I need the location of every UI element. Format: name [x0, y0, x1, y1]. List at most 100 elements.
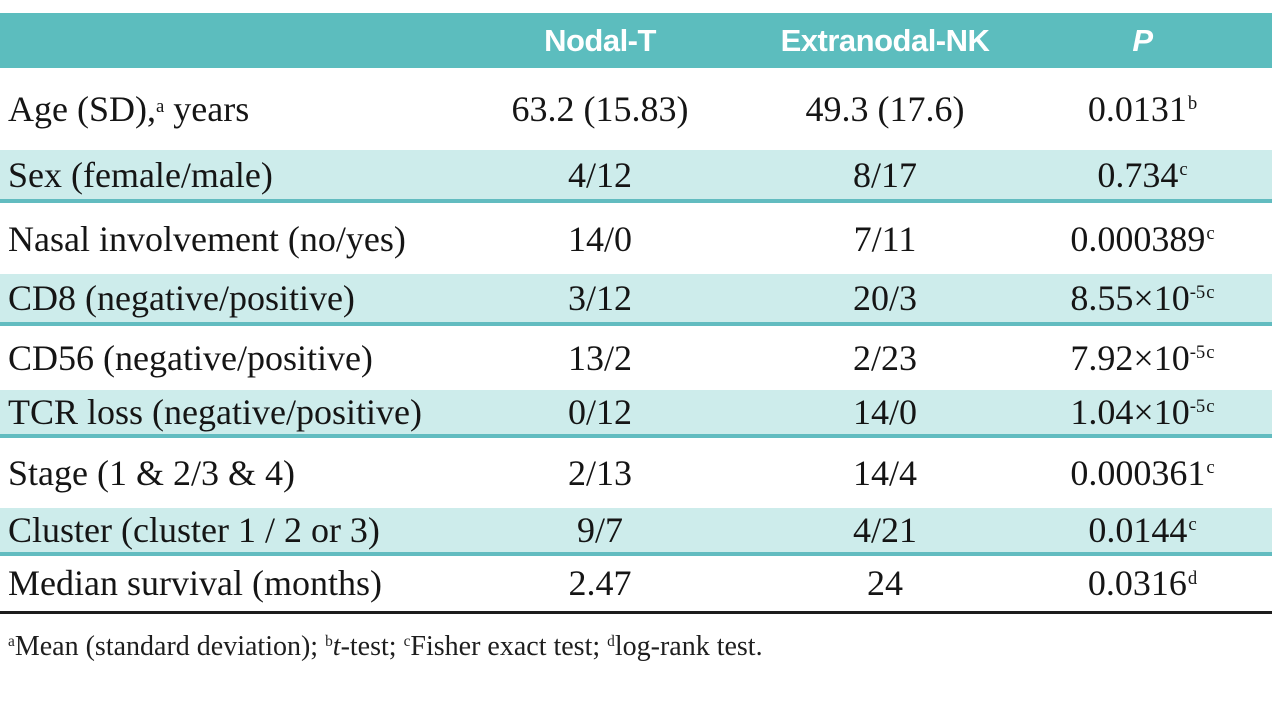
- row-label-pre: Stage (1 & 2/3 & 4): [8, 453, 295, 493]
- cell-extranodal: 7/11: [853, 218, 917, 259]
- cell-extranodal: 14/4: [852, 453, 917, 493]
- row-label: Age (SD),a years: [0, 68, 480, 150]
- cell-nodal: 9/7: [576, 510, 623, 550]
- table-body: Age (SD),a years 63.2 (15.83) 49.3 (17.6…: [0, 68, 1272, 612]
- header-empty-cell: [0, 13, 480, 68]
- row-filler-cell: [1235, 150, 1272, 201]
- header-p: P: [1050, 13, 1235, 68]
- footnote-marker: c: [403, 633, 411, 651]
- table-row: Nasal involvement (no/yes) 14/0 7/11 0.0…: [0, 201, 1272, 274]
- footnote-text: -test;: [340, 630, 404, 662]
- p-note: d: [1187, 567, 1198, 589]
- row-label: Cluster (cluster 1 / 2 or 3): [0, 508, 480, 554]
- row-label: TCR loss (negative/positive): [0, 390, 480, 436]
- cell-extranodal: 20/3: [852, 278, 917, 318]
- p-exp: -5: [1189, 396, 1206, 418]
- p-note: c: [1206, 222, 1215, 244]
- row-label-pre: CD8 (negative/positive): [8, 278, 355, 318]
- p-base: 0.000389: [1070, 218, 1206, 259]
- table-row: Cluster (cluster 1 / 2 or 3) 9/7 4/21 0.…: [0, 508, 1272, 554]
- cell-p: 0.000389c: [1050, 201, 1235, 274]
- cell-extranodal: 2/23: [852, 338, 917, 378]
- header-extranodal-nk-label: Extranodal-NK: [780, 22, 990, 58]
- footnote-marker: b: [325, 633, 333, 651]
- cell-p: 0.000361c: [1050, 436, 1235, 508]
- footnote-marker: a: [8, 633, 15, 651]
- row-filler-cell: [1235, 390, 1272, 436]
- row-filler-cell: [1235, 508, 1272, 554]
- p-note: c: [1179, 158, 1188, 180]
- p-base: 0.0316: [1087, 563, 1187, 604]
- table-row: CD56 (negative/positive) 13/2 2/23 7.92×…: [0, 324, 1272, 390]
- row-label-pre: Median survival (months): [8, 563, 382, 604]
- row-filler-cell: [1235, 201, 1272, 274]
- row-label: Sex (female/male): [0, 150, 480, 201]
- cell-p: 0.734c: [1050, 150, 1235, 201]
- cell-extranodal: 14/0: [852, 392, 917, 432]
- table-row: TCR loss (negative/positive) 0/12 14/0 1…: [0, 390, 1272, 436]
- comparison-table: Nodal-T Extranodal-NK P Age (SD),a years…: [0, 13, 1272, 614]
- cell-extranodal: 49.3 (17.6): [805, 89, 965, 129]
- footnote-marker: d: [607, 633, 615, 651]
- p-note: c: [1188, 514, 1197, 536]
- cell-p: 8.55×10-5c: [1050, 274, 1235, 324]
- p-base: 0.0131: [1087, 89, 1187, 129]
- table-row: CD8 (negative/positive) 3/12 20/3 8.55×1…: [0, 274, 1272, 324]
- cell-extranodal: 24: [867, 563, 903, 604]
- p-note: c: [1206, 282, 1215, 304]
- p-exp: -5: [1189, 282, 1206, 304]
- row-label-pre: Age (SD),: [8, 89, 156, 129]
- p-note: c: [1206, 396, 1215, 418]
- table-row: Age (SD),a years 63.2 (15.83) 49.3 (17.6…: [0, 68, 1272, 150]
- cell-p: 0.0144c: [1050, 508, 1235, 554]
- row-label-pre: Cluster (cluster 1 / 2 or 3): [8, 510, 380, 550]
- row-filler-cell: [1235, 436, 1272, 508]
- row-filler-cell: [1235, 274, 1272, 324]
- cell-nodal: 2.47: [568, 563, 632, 604]
- row-filler-cell: [1235, 68, 1272, 150]
- header-nodal-t: Nodal-T: [480, 13, 720, 68]
- row-label: Stage (1 & 2/3 & 4): [0, 436, 480, 508]
- header-filler-cell: [1235, 13, 1272, 68]
- row-label: CD56 (negative/positive): [0, 324, 480, 390]
- p-base: 1.04×10: [1070, 392, 1190, 432]
- row-filler-cell: [1235, 324, 1272, 390]
- header-nodal-t-label: Nodal-T: [544, 22, 656, 58]
- row-label-pre: TCR loss (negative/positive): [8, 392, 422, 432]
- row-label: Median survival (months): [0, 554, 480, 612]
- header-p-label: P: [1132, 22, 1153, 58]
- header-extranodal-nk: Extranodal-NK: [720, 13, 1050, 68]
- row-label: Nasal involvement (no/yes): [0, 201, 480, 274]
- p-base: 0.734: [1097, 154, 1179, 195]
- row-label-pre: Sex (female/male): [8, 154, 273, 195]
- cell-nodal: 3/12: [567, 278, 632, 318]
- footnote-text: Fisher exact test;: [410, 630, 608, 662]
- table-row: Sex (female/male) 4/12 8/17 0.734c: [0, 150, 1272, 201]
- row-filler-cell: [1235, 554, 1272, 612]
- cell-p: 0.0316d: [1050, 554, 1235, 612]
- footnote-text: log-rank test.: [614, 630, 763, 662]
- cell-p: 1.04×10-5c: [1050, 390, 1235, 436]
- table-figure: Nodal-T Extranodal-NK P Age (SD),a years…: [0, 13, 1272, 662]
- cell-nodal: 2/13: [567, 453, 632, 493]
- cell-nodal: 63.2 (15.83): [511, 89, 689, 129]
- p-base: 0.0144: [1088, 510, 1188, 550]
- row-label-post: years: [164, 89, 250, 129]
- cell-nodal: 14/0: [567, 218, 632, 259]
- row-label-pre: Nasal involvement (no/yes): [8, 218, 406, 259]
- p-base: 0.000361: [1070, 453, 1206, 493]
- cell-extranodal: 4/21: [852, 510, 917, 550]
- table-row: Median survival (months) 2.47 24 0.0316d: [0, 554, 1272, 612]
- cell-p: 0.0131b: [1050, 68, 1235, 150]
- cell-nodal: 0/12: [567, 392, 632, 432]
- cell-nodal: 4/12: [567, 154, 632, 195]
- p-note: b: [1187, 93, 1198, 115]
- p-base: 7.92×10: [1070, 338, 1190, 378]
- cell-extranodal: 8/17: [852, 154, 917, 195]
- cell-nodal: 13/2: [567, 338, 632, 378]
- p-note: c: [1206, 342, 1215, 364]
- header-row: Nodal-T Extranodal-NK P: [0, 13, 1272, 68]
- row-label-pre: CD56 (negative/positive): [8, 338, 373, 378]
- footnote-text: Mean (standard deviation);: [14, 630, 326, 662]
- p-exp: -5: [1189, 342, 1206, 364]
